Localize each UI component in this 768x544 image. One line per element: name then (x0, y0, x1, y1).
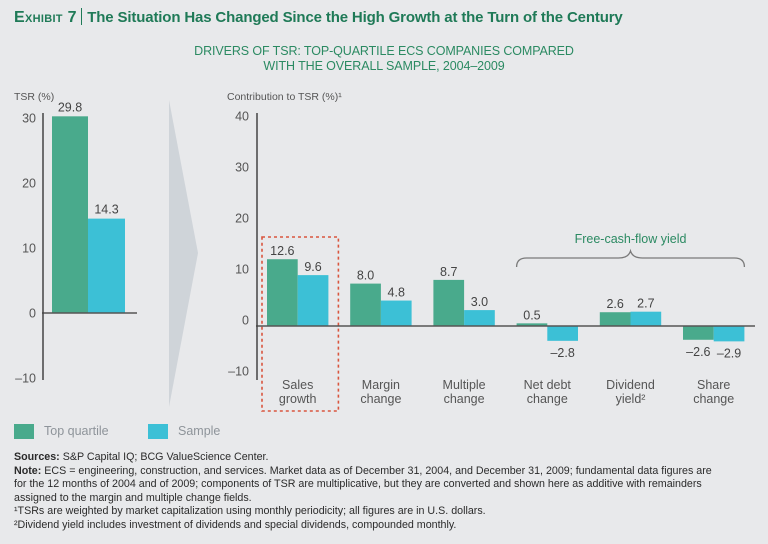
note-line: Note: ECS = engineering, construction, a… (14, 465, 712, 479)
subtitle-line: WITH THE OVERALL SAMPLE, 2004–2009 (263, 59, 505, 73)
bar-sample (88, 218, 125, 313)
legend-label: Sample (178, 424, 221, 438)
bar-top-quartile (433, 279, 465, 326)
bar-value-label: 4.8 (388, 286, 405, 300)
note-line: assigned to the margin and multiple chan… (14, 491, 252, 504)
bar-value-label: 2.6 (606, 297, 623, 311)
category-label-line: yield² (616, 392, 646, 406)
transition-arrow (169, 100, 198, 407)
bracket-annotation-label: Free-cash-flow yield (575, 232, 687, 246)
tsr-chart: 29.8 14.3 30 20 10 0 –10 (15, 100, 137, 386)
category-label-line: Margin (362, 378, 400, 392)
bar-value-label: 12.6 (270, 244, 294, 258)
bar-top-quartile (599, 312, 631, 326)
sources-text: S&P Capital IQ; BCG ValueScience Center. (59, 451, 269, 463)
bar-value-label: 3.0 (471, 295, 488, 309)
footnote-1: ¹TSRs are weighted by market capitalizat… (14, 505, 486, 518)
category-label: Share change (693, 378, 734, 406)
highlight-box (261, 236, 340, 412)
exhibit-label: Exhibit 7 (14, 9, 77, 26)
category-label-line: Multiple (443, 378, 486, 392)
sources-line: Sources: S&P Capital IQ; BCG ValueScienc… (14, 451, 712, 465)
bar-sample (464, 310, 495, 326)
bar-value-label: 14.3 (94, 203, 118, 217)
y-tick-label: 0 (242, 314, 249, 328)
category-label-line: growth (279, 392, 317, 406)
bar-value-label: –2.9 (717, 346, 741, 360)
y-tick-label: –10 (228, 365, 249, 379)
bar-value-label: –2.8 (550, 346, 574, 360)
bar-value-label: 8.7 (440, 265, 457, 279)
category-label-line: Share (697, 378, 730, 392)
bar-value-label: 2.7 (637, 297, 654, 311)
chart-subtitle: DRIVERS OF TSR: TOP-QUARTILE ECS COMPANI… (0, 44, 768, 74)
curly-bracket-icon (515, 248, 746, 268)
category-label-line: change (527, 392, 568, 406)
legend-swatch-sample (148, 424, 168, 439)
bar-value-label: 8.0 (357, 269, 374, 283)
category-label-line: change (444, 392, 485, 406)
legend-label: Top quartile (44, 424, 109, 438)
bar-top-quartile (516, 323, 548, 326)
y-tick-label: 30 (235, 161, 249, 175)
category-label: Sales growth (279, 378, 317, 406)
note-label: Note: (14, 464, 42, 477)
y-tick-label: 30 (22, 112, 36, 126)
y-tick-label: 20 (22, 177, 36, 191)
bar-top-quartile (350, 283, 381, 326)
category-label: Net debt change (524, 378, 572, 406)
y-tick-label: –10 (15, 372, 36, 386)
footnote-2: ²Dividend yield includes investment of d… (14, 518, 457, 531)
note-line: for the 12 months of 2004 and of 2009; c… (14, 478, 702, 491)
right-y-axis-title: Contribution to TSR (%)¹ (227, 91, 342, 103)
subtitle-line: DRIVERS OF TSR: TOP-QUARTILE ECS COMPANI… (194, 44, 574, 58)
legend-swatch-top-quartile (14, 424, 34, 439)
exhibit-title-text: The Situation Has Changed Since the High… (87, 9, 623, 26)
bar-sample (297, 275, 329, 326)
bar-value-label: 0.5 (523, 308, 540, 322)
bar-top-quartile (52, 116, 88, 313)
exhibit-title: Exhibit 7 The Situation Has Changed Since… (14, 8, 623, 28)
bar-sample (630, 311, 662, 326)
y-tick-label: 40 (235, 110, 249, 124)
tsr-drivers-chart: 12.6 8.0 8.7 0.5 2.6 –2.6 9.6 4.8 3.0 –2.8 2.7 –2.9… (228, 110, 755, 412)
y-tick-label: 0 (29, 307, 36, 321)
title-separator (80, 8, 83, 25)
bar-value-label: –2.6 (686, 345, 710, 359)
bar-top-quartile (683, 326, 714, 340)
bar-sample (547, 326, 578, 341)
bar-value-label: 9.6 (304, 260, 321, 274)
y-tick-label: 10 (22, 242, 36, 256)
bar-top-quartile (267, 259, 298, 326)
note-text: ECS = engineering, construction, and ser… (41, 464, 712, 477)
category-label: Multiple change (443, 378, 486, 406)
category-label-line: Sales (282, 378, 313, 392)
bar-sample (713, 326, 745, 342)
left-y-axis-title: TSR (%) (14, 91, 54, 103)
category-label-line: Dividend (606, 378, 655, 392)
category-label-line: Net debt (524, 378, 572, 392)
sources-label: Sources: (14, 451, 60, 463)
footnotes: Sources: S&P Capital IQ; BCG ValueScienc… (14, 451, 712, 533)
y-tick-label: 20 (235, 212, 249, 226)
category-label-line: change (360, 392, 401, 406)
category-label: Margin change (360, 378, 401, 406)
y-tick-label: 10 (235, 263, 249, 277)
bar-value-label: 29.8 (58, 100, 82, 114)
category-label-line: change (693, 392, 734, 406)
bar-sample (380, 300, 412, 326)
category-label: Dividend yield² (606, 378, 655, 406)
